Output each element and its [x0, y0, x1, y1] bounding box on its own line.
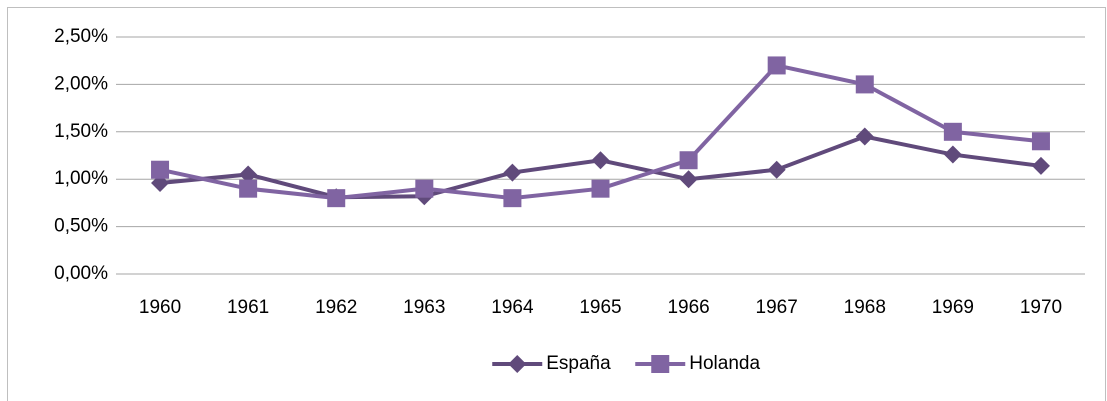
- data-point: [1031, 132, 1050, 151]
- x-tick-label: 1964: [491, 297, 534, 318]
- x-tick-label: 1965: [579, 297, 621, 318]
- y-tick-label: 2,00%: [54, 73, 108, 94]
- data-point: [855, 75, 874, 94]
- data-point: [327, 189, 346, 208]
- x-tick-label: 1967: [756, 297, 798, 318]
- x-tick-label: 1962: [315, 297, 357, 318]
- chart-frame: [7, 7, 1106, 401]
- y-tick-label: 2,50%: [54, 26, 108, 47]
- data-point: [503, 189, 522, 208]
- data-point: [943, 145, 962, 164]
- y-tick-label: 1,50%: [54, 121, 108, 142]
- legend-marker: [651, 355, 670, 373]
- x-tick-label: 1970: [1020, 297, 1062, 318]
- data-point: [151, 160, 170, 179]
- data-point: [415, 179, 434, 198]
- data-point: [679, 170, 698, 189]
- data-point: [591, 151, 610, 170]
- data-point: [503, 163, 522, 182]
- data-point: [855, 127, 874, 146]
- y-tick-label: 0,00%: [54, 263, 108, 284]
- x-tick-label: 1961: [227, 297, 269, 318]
- x-tick-label: 1963: [403, 297, 445, 318]
- x-tick-label: 1968: [844, 297, 886, 318]
- data-point: [591, 179, 610, 198]
- legend-marker: [508, 355, 527, 373]
- legend-label: España: [546, 353, 611, 374]
- x-tick-label: 1960: [139, 297, 181, 318]
- legend-label: Holanda: [689, 353, 760, 374]
- data-point: [239, 179, 258, 198]
- x-tick-label: 1969: [932, 297, 974, 318]
- data-point: [679, 151, 698, 170]
- data-point: [767, 56, 786, 75]
- y-tick-label: 0,50%: [54, 216, 108, 237]
- x-tick-label: 1966: [667, 297, 709, 318]
- data-point: [767, 160, 786, 179]
- y-tick-label: 1,00%: [54, 168, 108, 189]
- data-point: [1031, 156, 1050, 175]
- data-point: [943, 122, 962, 141]
- data-point: [239, 165, 258, 184]
